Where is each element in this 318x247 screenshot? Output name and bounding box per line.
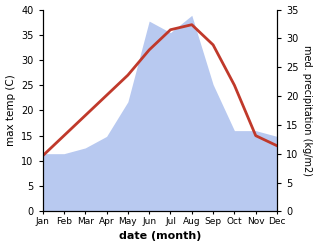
X-axis label: date (month): date (month) — [119, 231, 201, 242]
Y-axis label: med. precipitation (kg/m2): med. precipitation (kg/m2) — [302, 45, 313, 176]
Y-axis label: max temp (C): max temp (C) — [5, 75, 16, 146]
